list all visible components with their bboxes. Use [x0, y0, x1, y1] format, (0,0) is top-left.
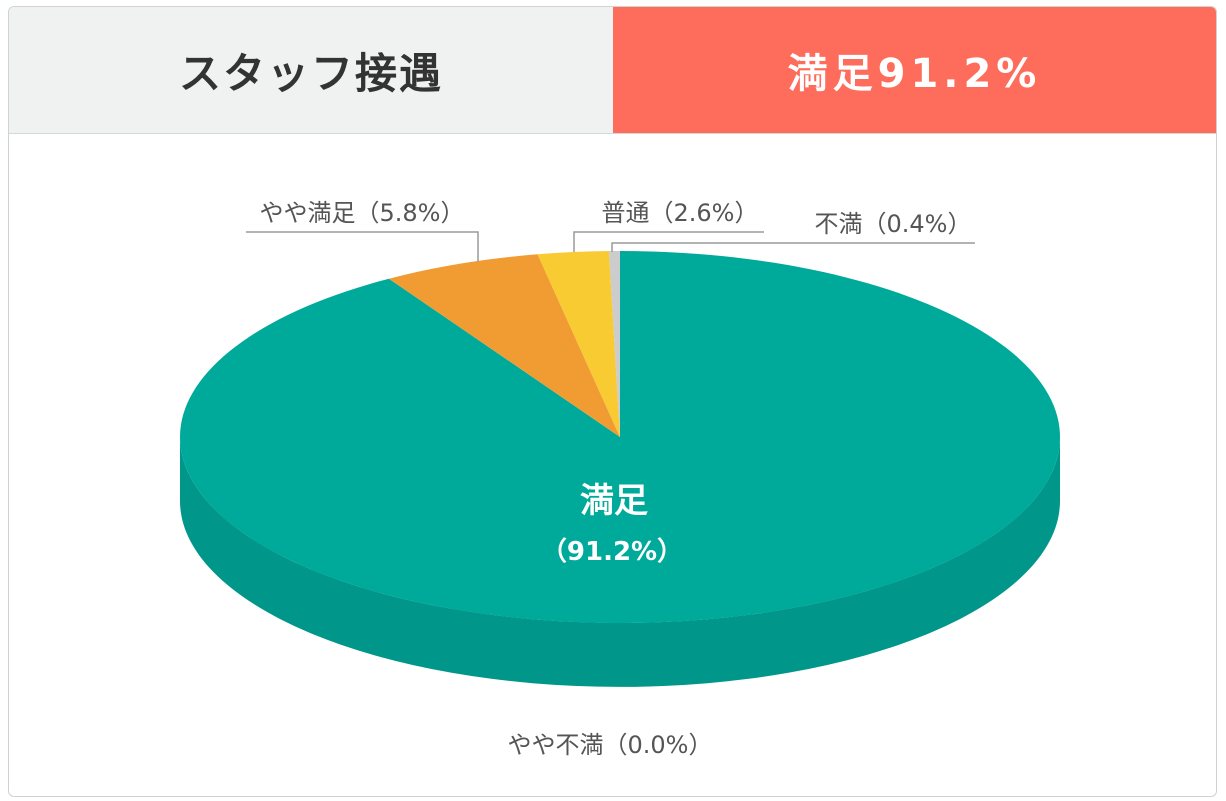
slice-somewhat-satisfied	[388, 254, 620, 437]
slice-neutral-label: 普通（2.6%）	[602, 199, 759, 227]
chart-header: スタッフ接遇 満足91.2%	[9, 7, 1216, 134]
slice-dissatisfied	[608, 251, 620, 437]
slice-dissatisfied-label: 不満（0.4%）	[815, 210, 972, 238]
pie-tops	[179, 251, 1060, 624]
slice-satisfied-side	[180, 437, 1060, 687]
header-metric-panel: 満足91.2%	[613, 7, 1216, 133]
slice-satisfied	[179, 251, 1060, 624]
slice-somewhat-satisfied-leader	[246, 231, 479, 262]
slice-neutral	[537, 251, 620, 437]
header-title-panel: スタッフ接遇	[9, 7, 613, 133]
slice-somewhat-dissatisfied-label: やや不満（0.0%）	[508, 731, 713, 759]
slice-neutral-leader	[573, 231, 764, 252]
headline-metric: 満足91.2%	[787, 51, 1042, 97]
slice-dissatisfied-leader	[611, 242, 975, 252]
slice-labels: やや満足（5.8%） 普通（2.6%） 不満（0.4%） やや不満（0.0%） 満足 （9…	[260, 199, 972, 759]
chart-title: スタッフ接遇	[178, 48, 443, 98]
slice-somewhat-satisfied-label: やや満足（5.8%）	[260, 199, 465, 227]
leader-lines	[246, 231, 975, 262]
slice-satisfied-value: （91.2%）	[541, 537, 683, 567]
pie-sides	[180, 437, 1060, 687]
slice-satisfied-label: 満足	[580, 481, 648, 521]
